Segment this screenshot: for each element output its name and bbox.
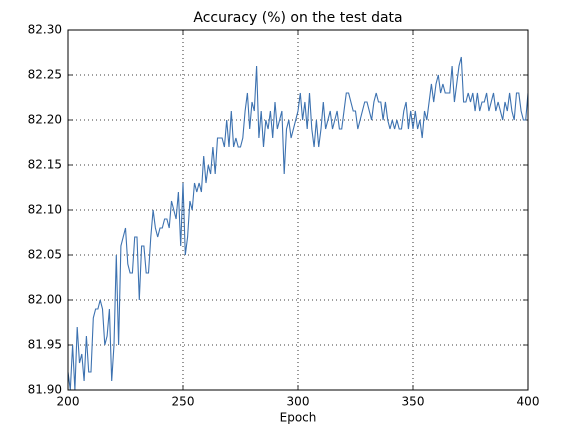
- y-tick-label: 81.95: [28, 338, 62, 352]
- x-tick-label: 400: [517, 395, 540, 409]
- y-tick-label: 82.00: [28, 293, 62, 307]
- y-tick-label: 82.05: [28, 248, 62, 262]
- y-tick-label: 82.15: [28, 158, 62, 172]
- x-tick-label: 250: [172, 395, 195, 409]
- data-line: [68, 56, 528, 390]
- y-tick-label: 82.25: [28, 68, 62, 82]
- chart-title: Accuracy (%) on the test data: [193, 10, 402, 26]
- y-tick-label: 82.30: [28, 23, 62, 37]
- y-tick-label: 82.20: [28, 113, 62, 127]
- y-tick-label: 81.90: [28, 383, 62, 397]
- x-tick-label: 350: [402, 395, 425, 409]
- plot-frame: [67, 29, 529, 391]
- y-tick-label: 82.10: [28, 203, 62, 217]
- x-tick-label: 200: [57, 395, 80, 409]
- x-tick-label: 300: [287, 395, 310, 409]
- x-axis-label: Epoch: [280, 411, 317, 425]
